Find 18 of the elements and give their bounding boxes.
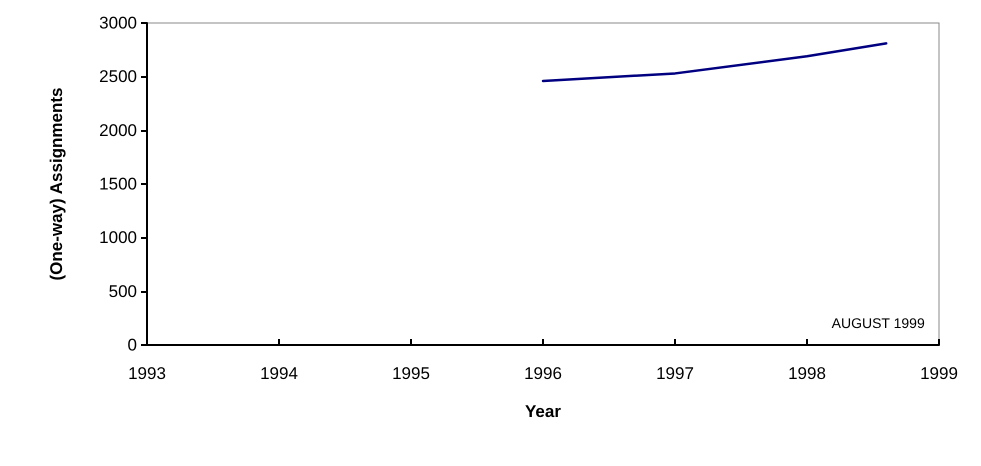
x-tick-label: 1998 [788, 364, 826, 383]
x-axis-title: Year [525, 402, 562, 421]
x-tick-label: 1994 [260, 364, 298, 383]
x-tick-label: 1993 [128, 364, 166, 383]
y-axis-title: (One-way) Assignments [47, 87, 66, 281]
y-tick-label: 1000 [99, 228, 137, 248]
y-tick-label: 3000 [99, 14, 137, 32]
line-series [542, 42, 888, 82]
y-tick-label: 0 [128, 336, 137, 354]
x-tick-label: 1997 [656, 364, 694, 383]
x-tick-label: 1999 [920, 364, 958, 383]
x-tick-label: 1996 [524, 364, 562, 383]
y-tick-label: 2500 [99, 67, 137, 86]
y-tick-label: 500 [108, 282, 137, 301]
y-tick-label: 2000 [99, 120, 137, 140]
annotation: AUGUST 1999 [832, 315, 925, 331]
y-tick-label: 1500 [99, 174, 137, 194]
x-tick-label: 1995 [392, 364, 430, 383]
